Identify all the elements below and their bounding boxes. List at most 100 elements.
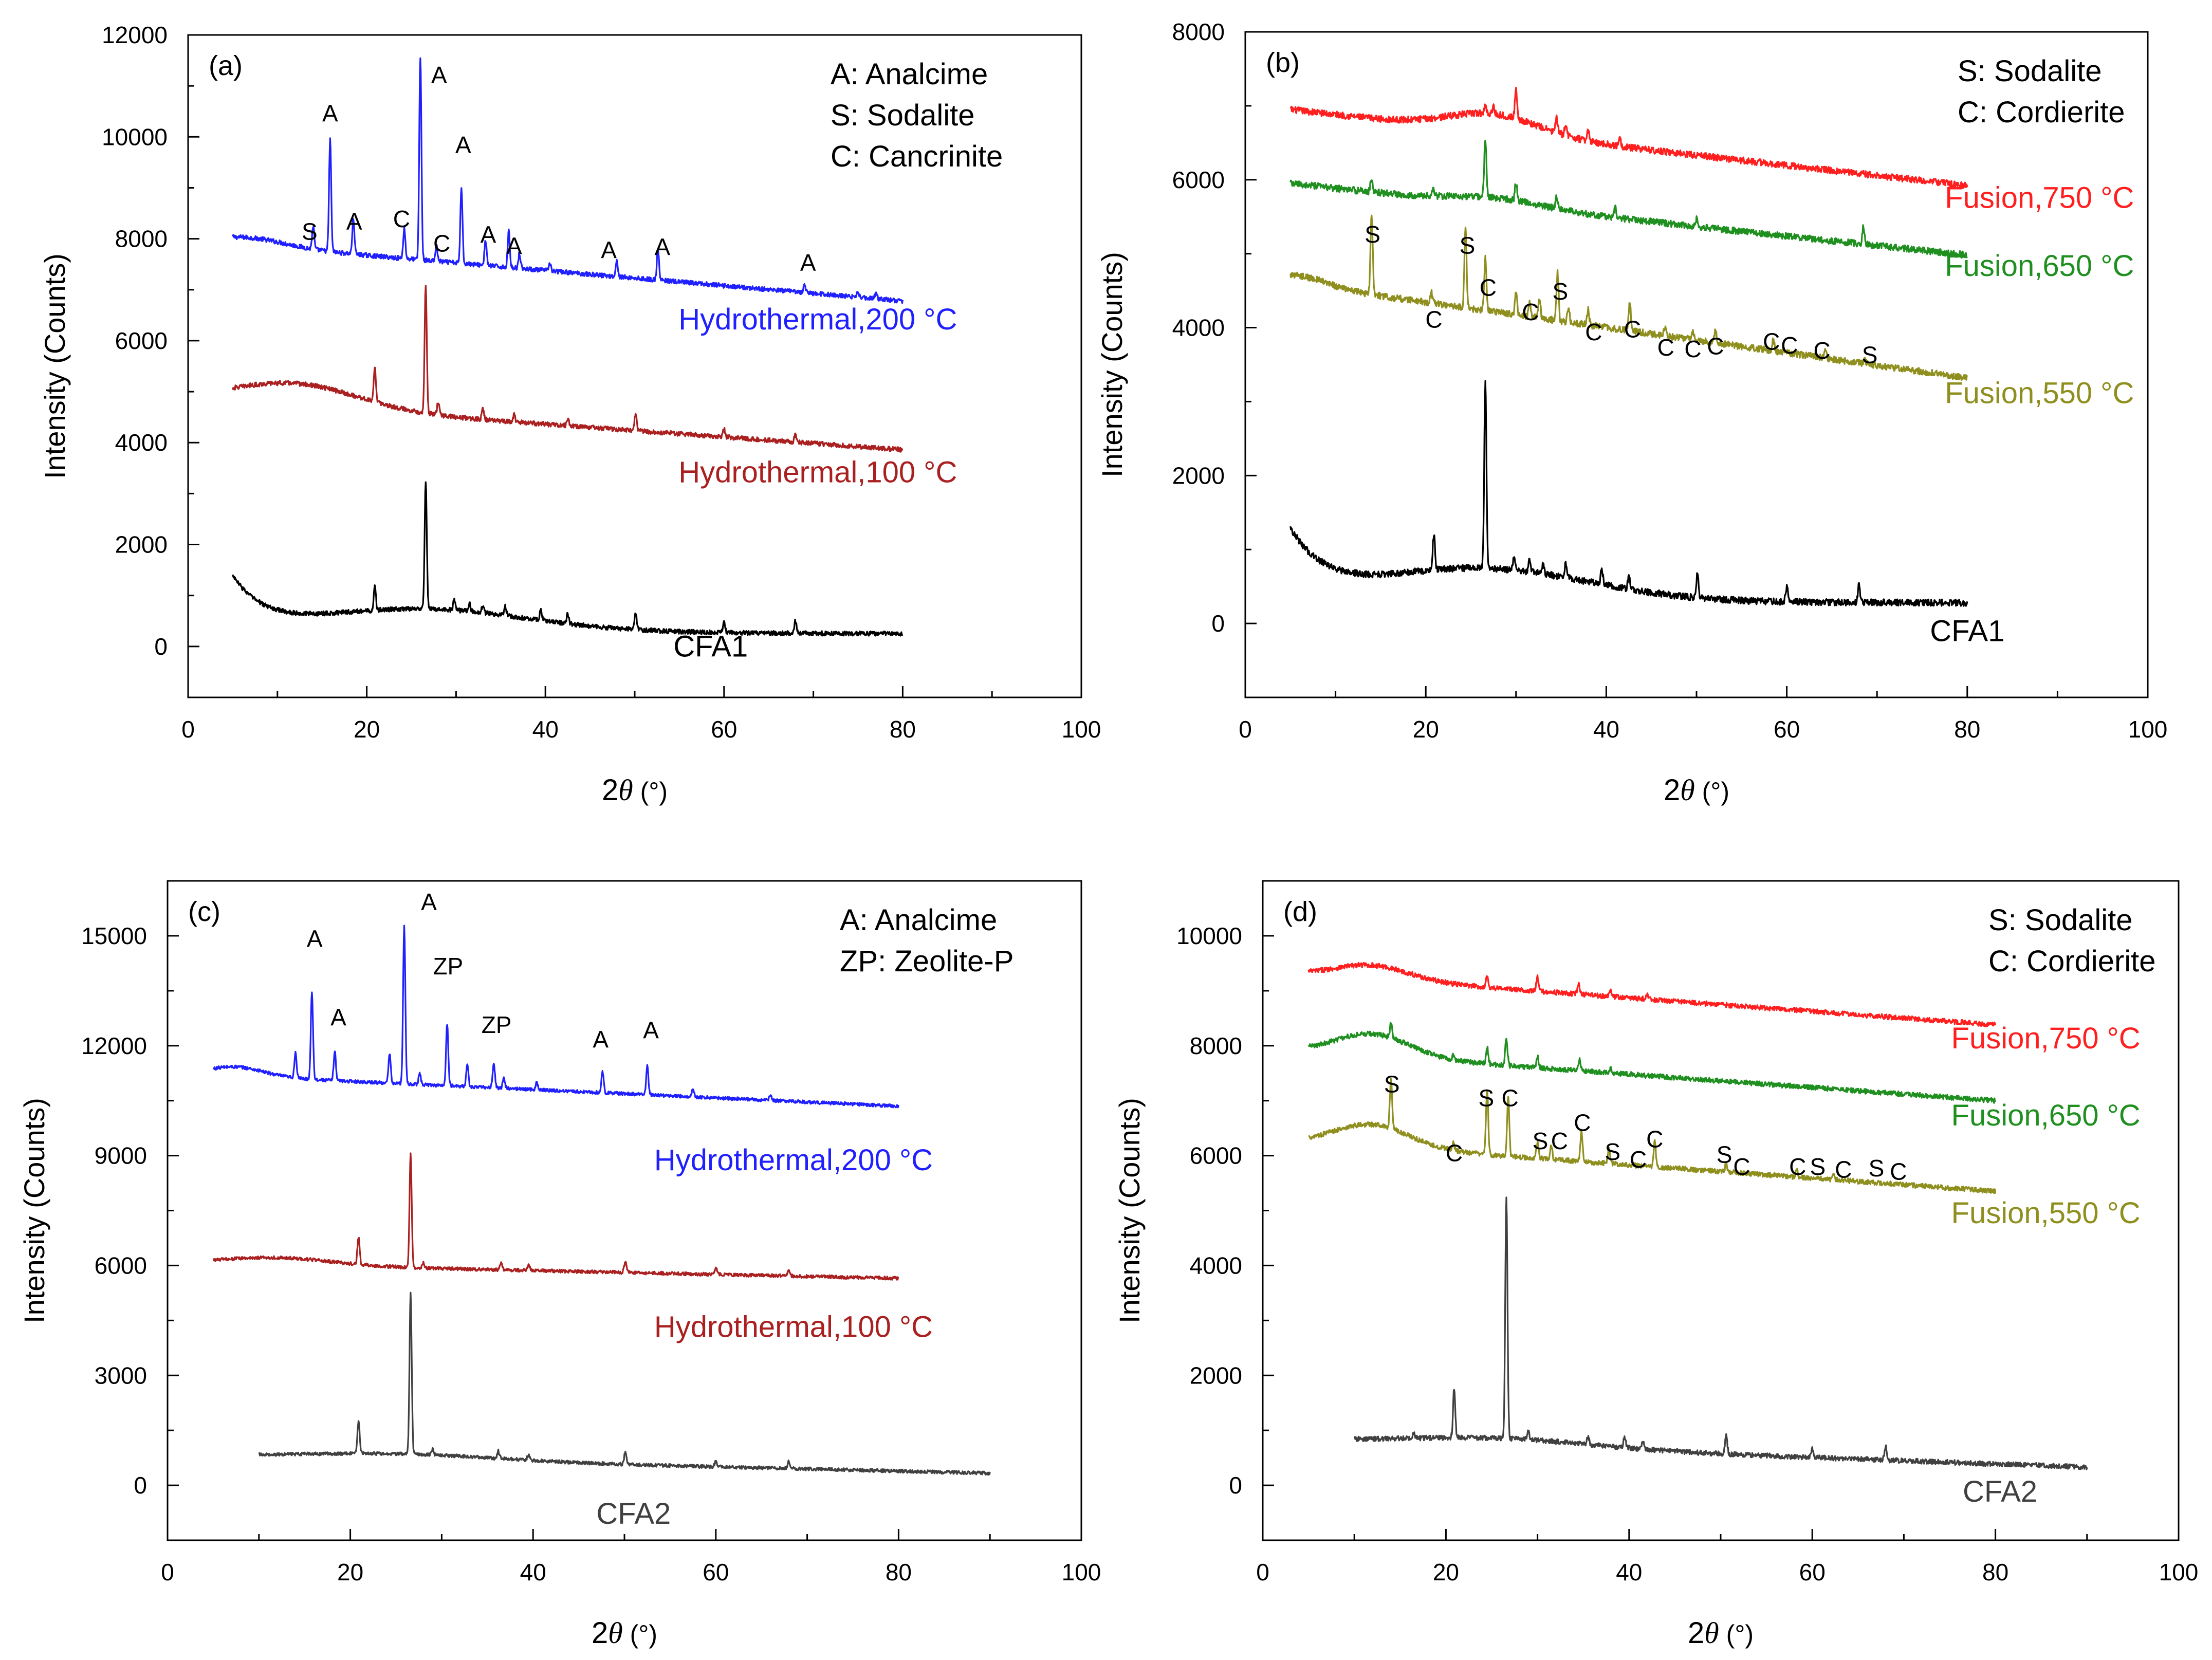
x-tick-label: 40 bbox=[1593, 716, 1619, 743]
peak-annotation: A bbox=[506, 232, 522, 259]
peak-annotation: A bbox=[800, 249, 816, 276]
x-axis-title-prefix: 2 bbox=[592, 1616, 608, 1650]
peak-annotation: S bbox=[1810, 1153, 1826, 1180]
series-label: Hydrothermal,100 °C bbox=[678, 456, 957, 489]
peak-annotation: C bbox=[1480, 274, 1497, 301]
x-tick-label: 100 bbox=[1062, 716, 1101, 743]
x-tick-label: 100 bbox=[2128, 716, 2168, 743]
y-tick-label: 0 bbox=[1211, 610, 1225, 637]
y-tick-label: 6000 bbox=[1172, 167, 1225, 193]
legend-entry: C: Cancrinite bbox=[831, 140, 1003, 173]
peak-annotation: S bbox=[1384, 1071, 1400, 1098]
series-line-0 bbox=[1289, 86, 1968, 189]
peak-annotation: S bbox=[1460, 232, 1476, 259]
x-axis-title-unit: (°) bbox=[623, 1620, 657, 1649]
y-tick-label: 4000 bbox=[115, 429, 168, 456]
x-tick-label: 20 bbox=[1433, 1559, 1459, 1585]
peak-annotation: C bbox=[1789, 1153, 1806, 1180]
x-axis-title-unit: (°) bbox=[1719, 1620, 1754, 1649]
y-tick-label: 12000 bbox=[81, 1032, 147, 1059]
y-tick-label: 8000 bbox=[115, 226, 168, 252]
x-tick-label: 40 bbox=[520, 1559, 546, 1585]
x-axis-title-prefix: 2 bbox=[602, 773, 618, 807]
y-tick-label: 0 bbox=[1229, 1472, 1242, 1499]
x-axis-title-theta: θ bbox=[1704, 1616, 1719, 1650]
x-tick-label: 80 bbox=[1954, 716, 1980, 743]
peak-annotation: C bbox=[1733, 1153, 1750, 1180]
peak-annotation: C bbox=[1684, 336, 1701, 362]
x-axis-title-prefix: 2 bbox=[1688, 1616, 1704, 1650]
series-label: Fusion,650 °C bbox=[1951, 1099, 2141, 1132]
peak-annotation: S bbox=[1553, 278, 1569, 305]
legend-entry: ZP: Zeolite-P bbox=[840, 945, 1013, 978]
peak-annotation: C bbox=[1813, 337, 1830, 364]
y-axis-title: Intensity (Counts) bbox=[1113, 1098, 1146, 1323]
x-axis-title: 2θ (°) bbox=[592, 1616, 657, 1650]
peak-annotation: C bbox=[1890, 1158, 1907, 1185]
x-tick-label: 20 bbox=[337, 1559, 363, 1585]
series-label: CFA1 bbox=[673, 630, 748, 663]
y-tick-label: 8000 bbox=[1172, 19, 1225, 45]
legend-entry: C: Cordierite bbox=[1988, 945, 2156, 978]
peak-annotation: A bbox=[593, 1026, 609, 1053]
peak-annotation: S bbox=[1869, 1155, 1885, 1182]
y-axis-title: Intensity (Counts) bbox=[39, 253, 71, 479]
x-tick-label: 80 bbox=[886, 1559, 912, 1585]
x-axis-title-unit: (°) bbox=[1695, 777, 1729, 806]
plot-frame bbox=[187, 34, 1082, 698]
legend-entry: S: Sodalite bbox=[831, 99, 975, 132]
peak-annotation: S bbox=[1365, 221, 1380, 248]
x-tick-label: 20 bbox=[354, 716, 380, 743]
series-label: Hydrothermal,200 °C bbox=[678, 303, 957, 336]
chart-panel-a: 0 20 40 60 80 100 0 2000 4000 6000 8000 10000 12000 2… bbox=[39, 22, 1101, 807]
peak-annotation: A bbox=[481, 222, 496, 248]
chart-panel-c: 0 20 40 60 80 100 0 3000 6000 9000 12000 15000 2θ (°… bbox=[18, 880, 1101, 1650]
panel-label: (d) bbox=[1283, 896, 1317, 927]
y-axis-title: Intensity (Counts) bbox=[18, 1098, 50, 1323]
series-line-2 bbox=[258, 1292, 991, 1476]
legend-entry: S: Sodalite bbox=[1958, 54, 2102, 88]
x-axis-title-prefix: 2 bbox=[1664, 773, 1680, 807]
peak-annotation: C bbox=[1763, 328, 1780, 355]
series-label: CFA1 bbox=[1930, 615, 2004, 648]
peak-annotation: C bbox=[1522, 299, 1539, 325]
y-tick-label: 0 bbox=[134, 1472, 147, 1499]
series-label: Fusion,750 °C bbox=[1951, 1022, 2141, 1055]
peak-annotation: C bbox=[1585, 319, 1602, 345]
series-line-1 bbox=[1307, 1022, 1996, 1104]
series-line-0 bbox=[1307, 962, 1997, 1027]
peak-annotation: S bbox=[1533, 1128, 1549, 1154]
x-tick-label: 0 bbox=[181, 716, 195, 743]
series-line-2 bbox=[1308, 1078, 1997, 1194]
x-tick-label: 60 bbox=[1774, 716, 1800, 743]
peak-annotation: C bbox=[1446, 1139, 1463, 1166]
peak-annotation: S bbox=[1862, 342, 1878, 368]
peak-annotation: C bbox=[1646, 1126, 1663, 1153]
peak-annotation: C bbox=[433, 230, 450, 256]
legend-entry: S: Sodalite bbox=[1988, 903, 2133, 937]
peak-annotation: C bbox=[1551, 1128, 1568, 1154]
panel-label: (c) bbox=[188, 896, 220, 927]
series-line-1 bbox=[213, 1152, 899, 1281]
peak-annotation: C bbox=[1707, 333, 1724, 359]
series-line-1 bbox=[1289, 140, 1968, 259]
x-axis-title-theta: θ bbox=[618, 773, 633, 807]
y-tick-label: 10000 bbox=[102, 123, 168, 150]
x-axis-title: 2θ (°) bbox=[602, 773, 668, 807]
series-line-0 bbox=[213, 925, 899, 1109]
peak-annotation: S bbox=[1478, 1084, 1494, 1111]
x-axis-title: 2θ (°) bbox=[1664, 773, 1729, 807]
peak-annotation: A bbox=[307, 925, 323, 952]
x-tick-label: 40 bbox=[532, 716, 559, 743]
panel-label: (b) bbox=[1266, 47, 1300, 78]
series-line-3 bbox=[1289, 380, 1968, 607]
y-tick-label: 2000 bbox=[1172, 462, 1225, 489]
x-tick-label: 0 bbox=[1256, 1559, 1269, 1585]
peak-annotation: ZP bbox=[482, 1011, 512, 1038]
peak-annotation: C bbox=[1425, 306, 1442, 333]
y-tick-label: 12000 bbox=[102, 22, 168, 48]
x-tick-label: 0 bbox=[1239, 716, 1252, 743]
y-tick-label: 3000 bbox=[95, 1362, 147, 1389]
x-tick-label: 0 bbox=[161, 1559, 174, 1585]
